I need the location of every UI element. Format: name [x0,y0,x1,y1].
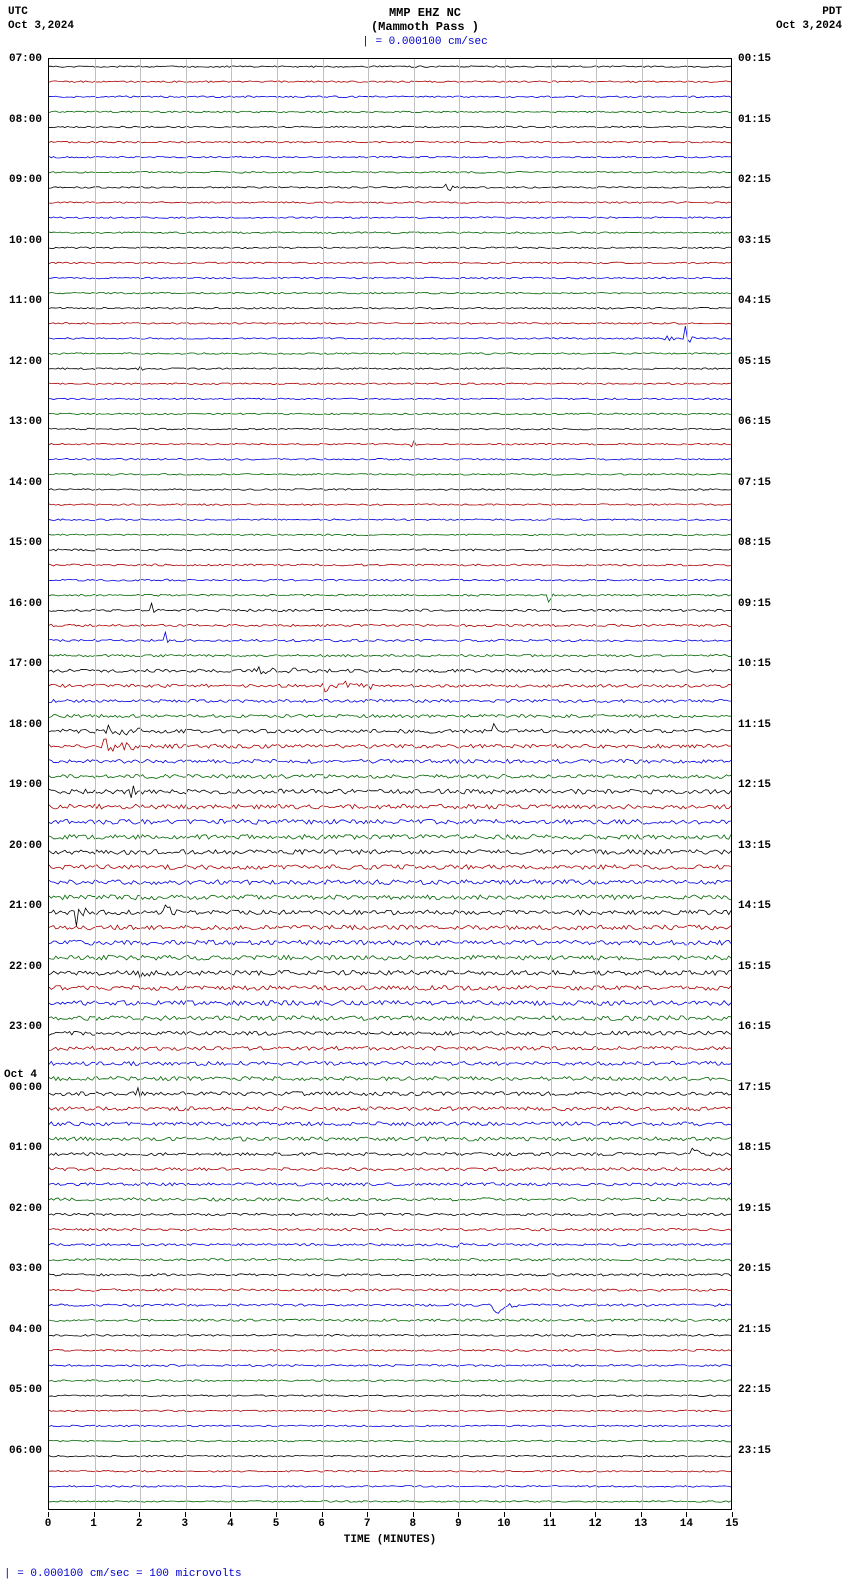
hour-label-right: 00:15 [738,53,771,65]
hour-label-left: 03:00 [9,1263,42,1275]
x-tick-label: 11 [543,1518,556,1530]
hour-label-left: 06:00 [9,1445,42,1457]
hour-label-right: 04:15 [738,295,771,307]
hour-label-right: 01:15 [738,114,771,126]
hour-label-right: 18:15 [738,1142,771,1154]
x-tick-label: 1 [90,1518,97,1530]
hour-label-left: 08:00 [9,114,42,126]
hour-label-right: 20:15 [738,1263,771,1275]
chart-header: MMP EHZ NC (Mammoth Pass ) | = 0.000100 … [0,6,850,48]
x-tick-label: 6 [318,1518,325,1530]
station-subtitle: (Mammoth Pass ) [0,20,850,34]
hour-label-left: 07:00 [9,53,42,65]
hour-label-left: 22:00 [9,961,42,973]
hour-label-left: 09:00 [9,174,42,186]
hour-label-left: 04:00 [9,1324,42,1336]
x-tick-label: 8 [409,1518,416,1530]
hour-label-left: 19:00 [9,779,42,791]
hour-label-right: 14:15 [738,900,771,912]
hour-label-right: 15:15 [738,961,771,973]
hour-label-right: 02:15 [738,174,771,186]
hour-label-left: 21:00 [9,900,42,912]
hour-label-right: 16:15 [738,1021,771,1033]
hour-label-right: 12:15 [738,779,771,791]
hour-label-right: 11:15 [738,719,771,731]
x-tick-label: 2 [136,1518,143,1530]
date-left: Oct 3,2024 [8,20,74,32]
x-tick-label: 15 [725,1518,738,1530]
hour-label-right: 08:15 [738,537,771,549]
hour-label-left: 17:00 [9,658,42,670]
hour-label-left: 12:00 [9,356,42,368]
hour-label-left: 16:00 [9,598,42,610]
hour-label-right: 06:15 [738,416,771,428]
hour-label-left: 00:00 [9,1082,42,1094]
hour-label-left: 01:00 [9,1142,42,1154]
scale-indicator: | = 0.000100 cm/sec [0,36,850,48]
hour-label-right: 21:15 [738,1324,771,1336]
timezone-left: UTC [8,6,28,18]
hour-label-right: 22:15 [738,1384,771,1396]
hour-label-right: 19:15 [738,1203,771,1215]
hour-label-left: 14:00 [9,477,42,489]
right-hour-labels: 00:1501:1502:1503:1504:1505:1506:1507:15… [734,58,784,1510]
x-tick-label: 7 [364,1518,371,1530]
hour-label-right: 17:15 [738,1082,771,1094]
hour-label-left: 05:00 [9,1384,42,1396]
hour-label-left: 02:00 [9,1203,42,1215]
x-tick-label: 5 [273,1518,280,1530]
station-title: MMP EHZ NC [0,6,850,20]
x-axis-label: TIME (MINUTES) [48,1534,732,1546]
x-axis: TIME (MINUTES) 0123456789101112131415 [48,1512,732,1552]
x-tick-label: 14 [680,1518,693,1530]
hour-label-left: 18:00 [9,719,42,731]
hour-label-left: 10:00 [9,235,42,247]
left-hour-labels: 07:0008:0009:0010:0011:0012:0013:0014:00… [0,58,46,1510]
x-tick-label: 0 [45,1518,52,1530]
date-right: Oct 3,2024 [776,20,842,32]
hour-label-right: 09:15 [738,598,771,610]
hour-label-right: 03:15 [738,235,771,247]
x-tick-label: 12 [589,1518,602,1530]
x-tick-label: 3 [181,1518,188,1530]
footer-scale: | = 0.000100 cm/sec = 100 microvolts [4,1568,242,1580]
x-tick-label: 13 [634,1518,647,1530]
hour-label-left: 23:00 [9,1021,42,1033]
x-tick-label: 10 [497,1518,510,1530]
hour-label-left: 13:00 [9,416,42,428]
hour-label-left: 11:00 [9,295,42,307]
date-rollover: Oct 4 [4,1069,37,1081]
timezone-right: PDT [822,6,842,18]
x-tick-label: 4 [227,1518,234,1530]
hour-label-left: 20:00 [9,840,42,852]
hour-label-right: 07:15 [738,477,771,489]
seismic-traces [49,59,731,1509]
hour-label-left: 15:00 [9,537,42,549]
hour-label-right: 10:15 [738,658,771,670]
hour-label-right: 05:15 [738,356,771,368]
x-tick-label: 9 [455,1518,462,1530]
hour-label-right: 23:15 [738,1445,771,1457]
hour-label-right: 13:15 [738,840,771,852]
seismogram-plot [48,58,732,1510]
